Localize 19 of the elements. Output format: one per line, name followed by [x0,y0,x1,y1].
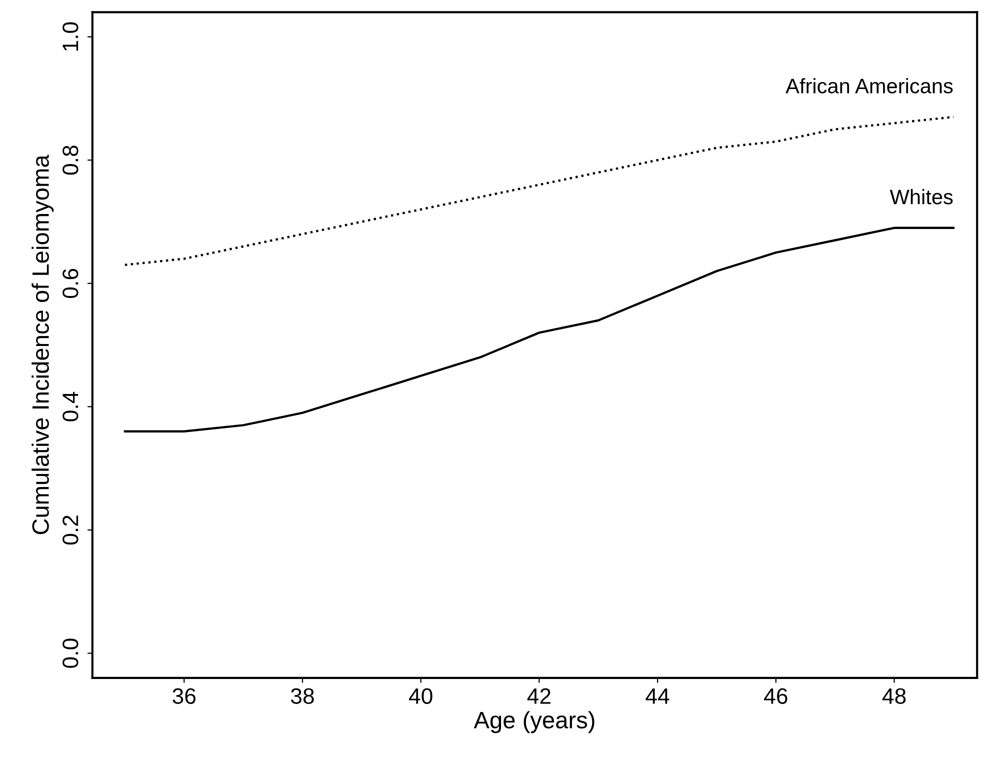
x-tick-label: 38 [290,688,314,704]
y-axis-title: Cumulative Incidence of Leiomyoma [32,154,54,534]
y-tick-label: 0.2 [62,516,78,545]
line-series [124,226,955,432]
x-tick-label: 46 [764,688,788,704]
x-tick-label: 48 [882,688,906,704]
y-tick-label: 1.0 [62,22,78,51]
x-tick-label: 42 [527,688,550,704]
series-label: Whites [890,189,953,204]
x-tick-label: 36 [172,688,196,704]
x-tick-label: 44 [646,688,670,704]
series-label: African Americans [786,78,953,94]
y-tick-label: 0.0 [62,638,78,668]
x-axis-title: Age (years) [474,711,594,734]
line-series [124,116,955,266]
y-tick-label: 0.8 [62,146,78,175]
y-tick-label: 0.4 [62,392,78,422]
y-tick-label: 0.6 [62,268,78,298]
x-tick-label: 40 [408,688,432,704]
